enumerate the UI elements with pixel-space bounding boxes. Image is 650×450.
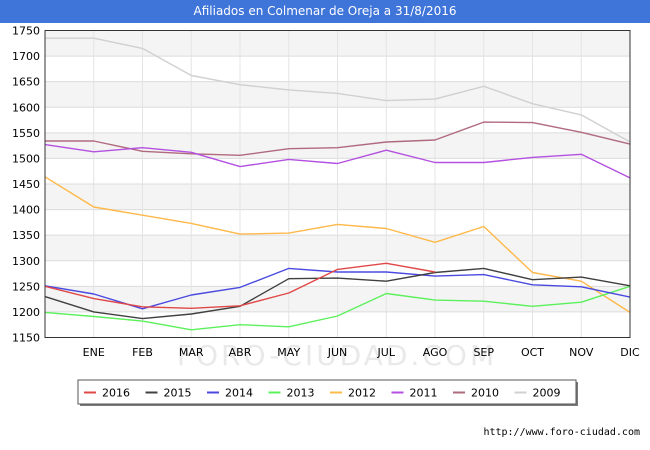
y-tick-label: 1500: [12, 152, 40, 165]
x-tick-label: JUN: [327, 346, 348, 359]
legend-label-2016: 2016: [102, 387, 130, 400]
series-line-2010: [45, 121, 631, 156]
y-tick-label: 1350: [12, 229, 40, 242]
x-tick-label: SEP: [473, 346, 494, 359]
y-tick-label: 1300: [12, 255, 40, 268]
y-axis-ticks: 1150 1200 1250 1300 1350 1400 1450 1500 1550 1600…: [12, 25, 40, 345]
series-line-2012: [44, 176, 631, 313]
legend-label-2014: 2014: [225, 387, 253, 400]
y-tick-label: 1200: [12, 306, 40, 319]
x-tick-label: OCT: [521, 346, 544, 359]
series-line-2013: [44, 285, 631, 331]
series-line-2015: [44, 267, 631, 320]
x-tick-label: MAY: [277, 346, 300, 359]
plot-frame: [44, 30, 631, 338]
legend-box: [77, 379, 577, 405]
y-tick-label: 1600: [12, 101, 40, 114]
y-tick-label: 1550: [12, 127, 40, 140]
legend-label-2013: 2013: [287, 387, 315, 400]
y-tick-label: 1400: [12, 204, 40, 217]
watermark: FORO-CIUDAD.COM: [177, 339, 497, 372]
series-line-2009: [45, 37, 631, 143]
gridlines: [45, 30, 631, 338]
x-tick-label: ENE: [83, 346, 105, 359]
series-line-2016: [44, 262, 436, 309]
y-tick-label: 1650: [12, 76, 40, 89]
x-axis-ticks: ENE FEB MAR ABR MAY JUN JUL AGO SEP OCT NOV DIC: [83, 346, 640, 359]
x-tick-label: FEB: [132, 346, 153, 359]
legend-label-2015: 2015: [164, 387, 192, 400]
x-tick-label: NOV: [569, 346, 594, 359]
x-tick-label: MAR: [179, 346, 204, 359]
series-lines: [44, 37, 631, 331]
legend-label-2009: 2009: [533, 387, 561, 400]
y-tick-label: 1700: [12, 50, 40, 63]
series-line-2011: [44, 143, 631, 179]
legend-label-2010: 2010: [471, 387, 499, 400]
source-url: http://www.foro-ciudad.com: [483, 427, 640, 438]
x-tick-label: JUL: [377, 346, 396, 359]
legend: 2016 2015 2014 2013 2012 2011 2010 2009: [77, 379, 578, 406]
x-tick-label: AGO: [423, 346, 448, 359]
x-tick-label: DIC: [620, 346, 640, 359]
chart-title: Afiliados en Colmenar de Oreja a 31/8/20…: [0, 0, 650, 23]
y-tick-label: 1250: [12, 280, 40, 293]
y-tick-label: 1150: [12, 332, 40, 345]
legend-label-2012: 2012: [348, 387, 376, 400]
y-tick-label: 1750: [12, 25, 40, 38]
x-tick-label: ABR: [229, 346, 252, 359]
legend-label-2011: 2011: [410, 387, 438, 400]
series-line-2014: [44, 267, 631, 310]
y-tick-label: 1450: [12, 178, 40, 191]
